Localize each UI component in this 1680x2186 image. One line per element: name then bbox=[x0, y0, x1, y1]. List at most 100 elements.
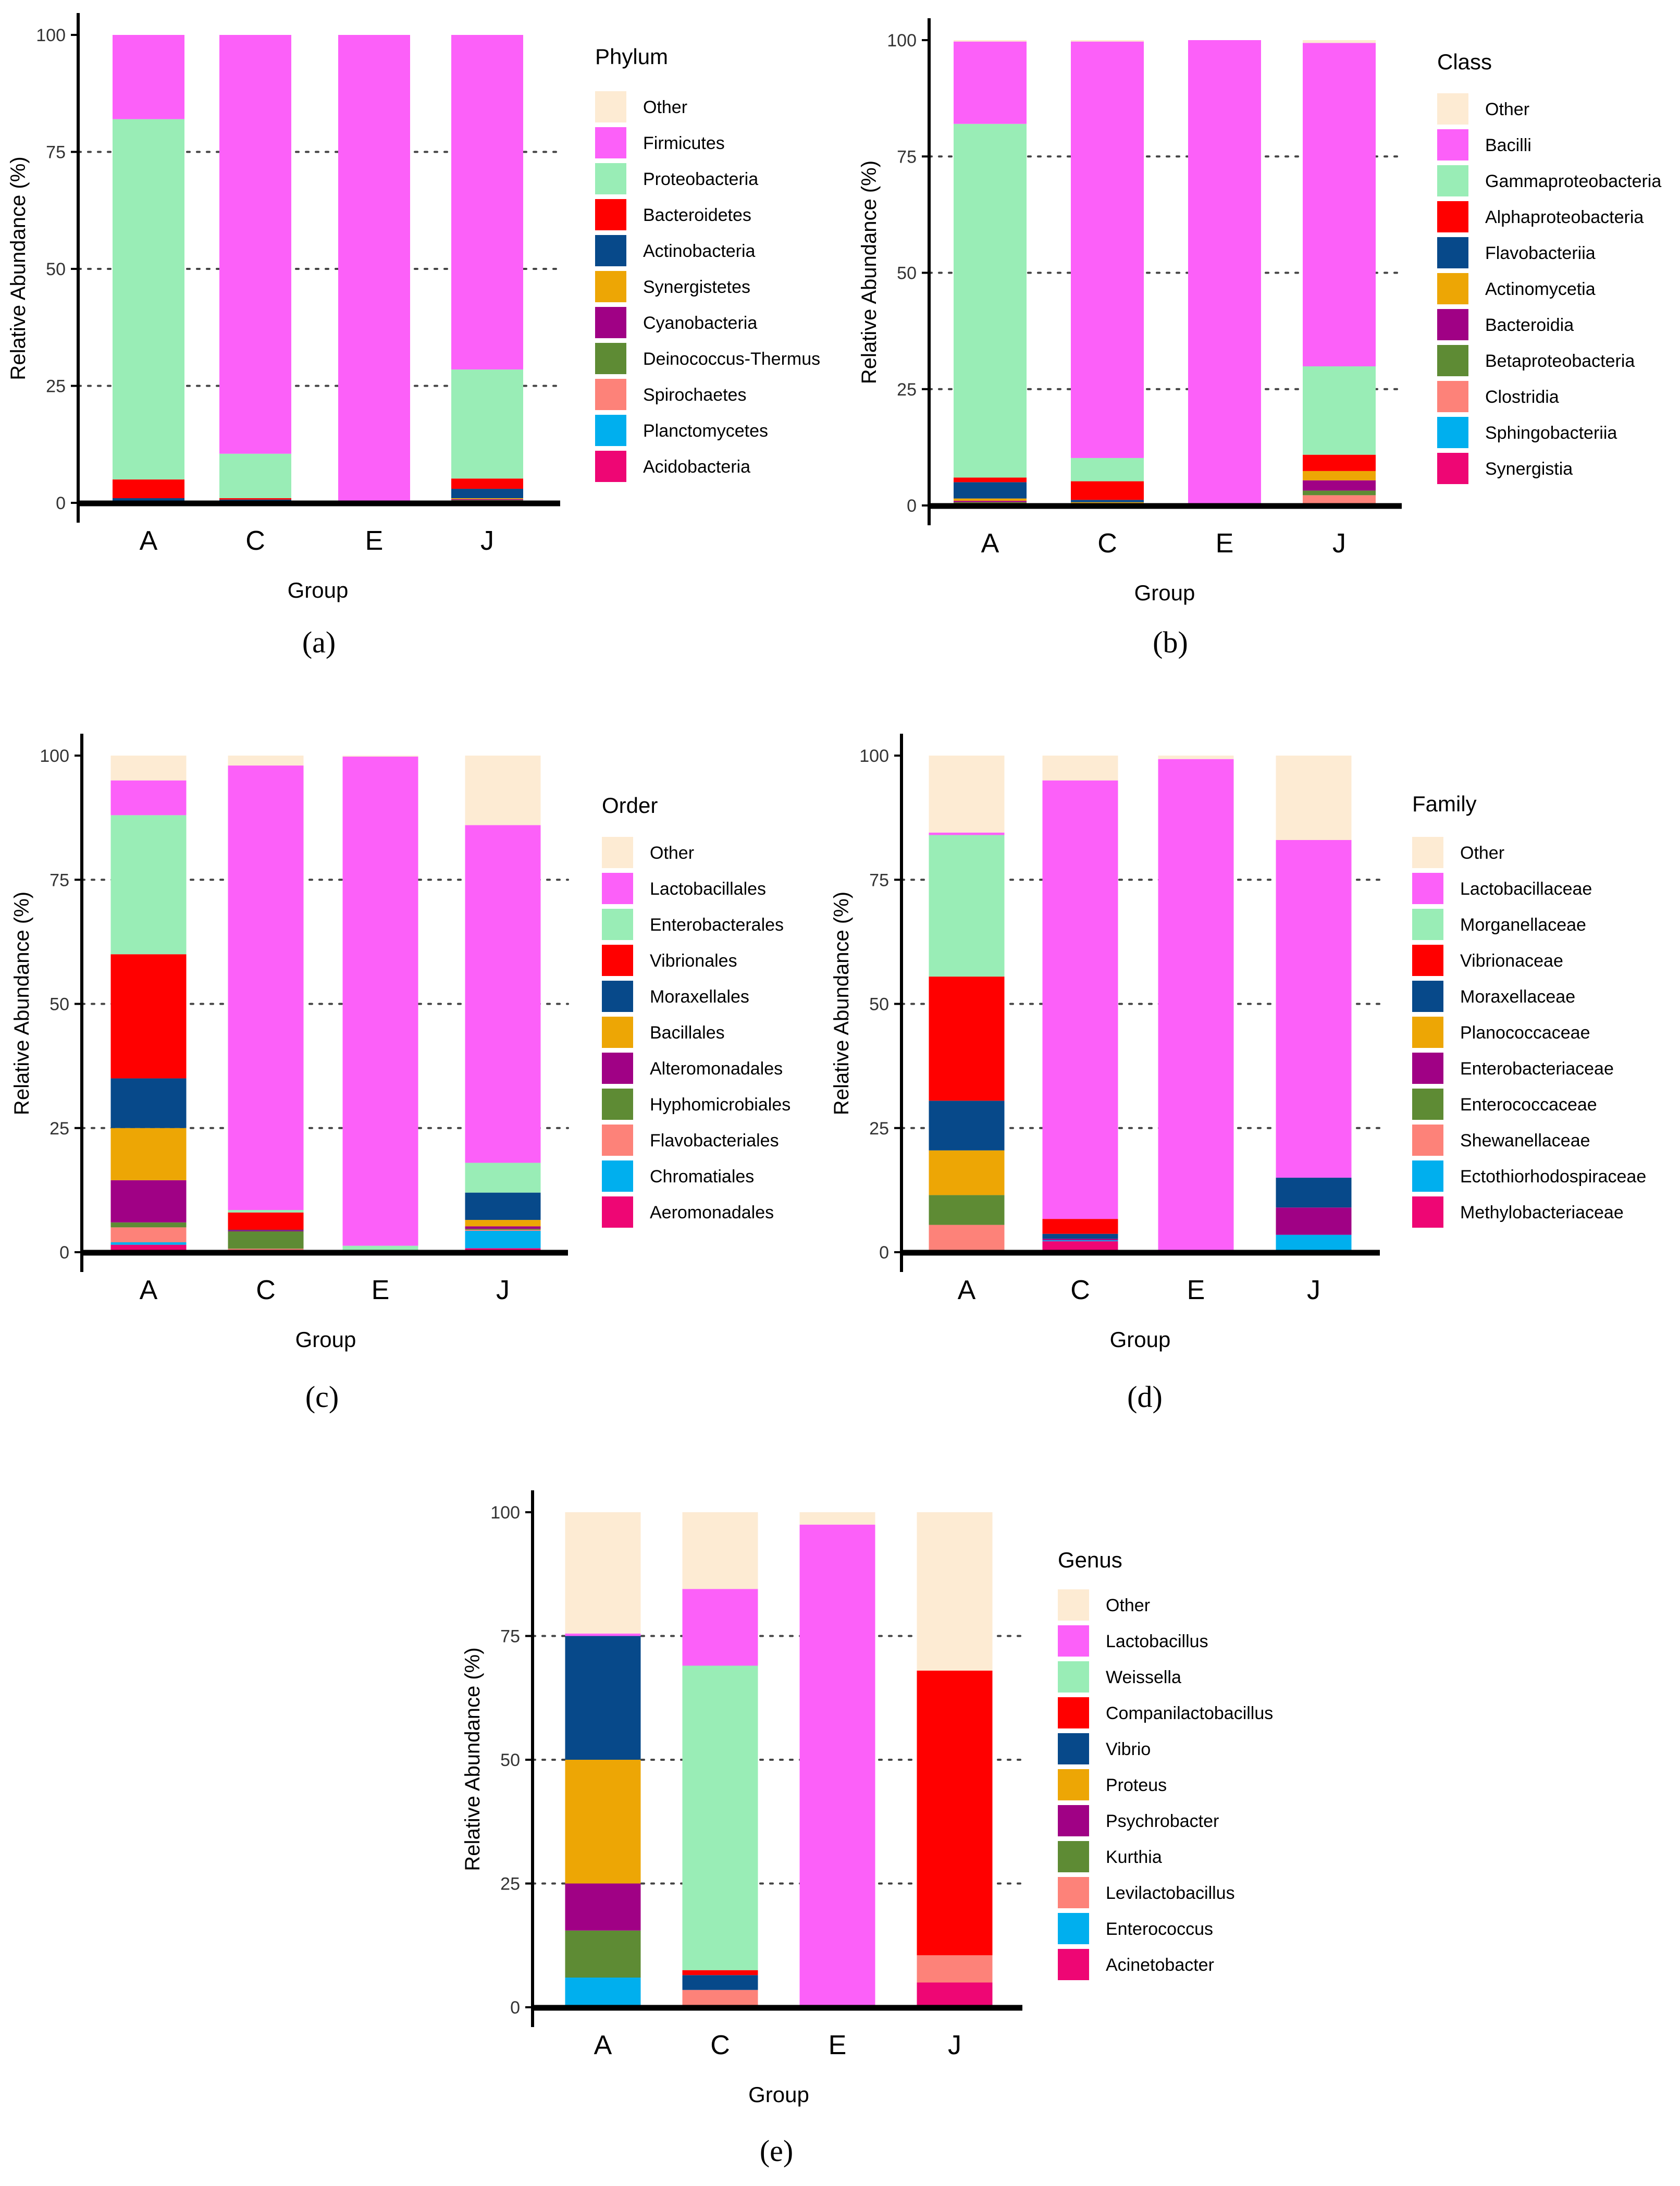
legend-label: Ectothiorhodospiraceae bbox=[1460, 1167, 1646, 1187]
legend-label: Planococcaceae bbox=[1460, 1023, 1590, 1043]
legend-label: Enterococcus bbox=[1106, 1919, 1213, 1939]
legend-label: Other bbox=[1485, 100, 1529, 119]
x-tick-label: E bbox=[1187, 1275, 1205, 1305]
legend-label: Acidobacteria bbox=[643, 457, 750, 477]
legend-swatch bbox=[1437, 93, 1468, 125]
chart-panel-3: A C E J 0 25 50 75 100 Relative Abundance (%) Grou… bbox=[10, 734, 790, 1414]
bar-segment bbox=[110, 815, 187, 955]
bar-segment bbox=[110, 780, 187, 816]
bar-segment bbox=[1303, 40, 1376, 43]
bar-segment bbox=[565, 1512, 641, 1634]
legend-label: Bacillales bbox=[650, 1023, 725, 1043]
bar-segment bbox=[219, 35, 291, 454]
legend-label: Actinomycetia bbox=[1485, 279, 1596, 299]
legend-label: Kurthia bbox=[1106, 1847, 1162, 1867]
legend-label: Flavobacteriia bbox=[1485, 243, 1596, 263]
legend-swatch bbox=[602, 1053, 633, 1084]
legend-label: Proteus bbox=[1106, 1775, 1167, 1795]
legend-swatch bbox=[602, 981, 633, 1012]
x-tick-label: A bbox=[981, 528, 999, 559]
bar-segment bbox=[451, 369, 523, 479]
legend-label: Moraxellales bbox=[650, 987, 749, 1007]
legend-label: Spirochaetes bbox=[643, 385, 746, 405]
bar-segment bbox=[917, 1982, 993, 2007]
legend-swatch bbox=[595, 415, 626, 446]
bar-segment bbox=[1042, 1219, 1118, 1234]
legend-label: Enterococcaceae bbox=[1460, 1095, 1597, 1115]
x-axis-title: Group bbox=[748, 2082, 809, 2107]
legend-swatch bbox=[1412, 837, 1443, 868]
bar-segment bbox=[929, 1195, 1005, 1225]
bar-segment bbox=[565, 1633, 641, 1636]
panel-caption: (a) bbox=[302, 625, 336, 659]
y-axis-title: Relative Abundance (%) bbox=[10, 892, 33, 1115]
bar-segment bbox=[110, 954, 187, 1079]
bar-segment bbox=[228, 756, 304, 766]
bar-segment bbox=[929, 835, 1005, 977]
chart-panel-1: A C E J 0 25 50 75 100 Relative Abundance (%) Grou… bbox=[7, 13, 820, 659]
legend-label: Other bbox=[1460, 843, 1504, 863]
legend-label: Alphaproteobacteria bbox=[1485, 207, 1644, 227]
y-tick-label: 100 bbox=[887, 31, 917, 51]
bar-segment bbox=[1158, 759, 1234, 1251]
panel-caption: (e) bbox=[760, 2134, 793, 2168]
legend-swatch bbox=[1058, 1949, 1089, 1980]
bar-segment bbox=[228, 1209, 304, 1213]
bar-segment bbox=[219, 498, 291, 500]
bar-segment bbox=[799, 1512, 875, 1525]
x-tick-label: E bbox=[365, 526, 384, 556]
legend-label: Synergistia bbox=[1485, 459, 1573, 479]
panel-caption: (b) bbox=[1153, 625, 1188, 659]
legend-label: Acinetobacter bbox=[1106, 1955, 1214, 1975]
y-tick-label: 25 bbox=[869, 1119, 889, 1139]
legend-swatch bbox=[1058, 1841, 1089, 1872]
x-tick-label: A bbox=[594, 2030, 612, 2060]
legend-swatch bbox=[1437, 309, 1468, 340]
bar-segment bbox=[929, 1150, 1005, 1195]
bar-segment bbox=[682, 1970, 758, 1975]
legend-swatch bbox=[1412, 945, 1443, 976]
bar-segment bbox=[682, 1589, 758, 1666]
legend-label: Bacteroidia bbox=[1485, 315, 1574, 335]
y-tick-label: 0 bbox=[879, 1243, 889, 1263]
bar-segment bbox=[565, 1883, 641, 1931]
legend-label: Lactobacillales bbox=[650, 879, 766, 899]
y-tick-label: 75 bbox=[50, 870, 69, 890]
legend-label: Aeromonadales bbox=[650, 1203, 774, 1222]
legend-swatch bbox=[602, 873, 633, 904]
bar-segment bbox=[1303, 495, 1376, 505]
legend-swatch bbox=[1437, 345, 1468, 376]
y-tick-label: 25 bbox=[500, 1874, 520, 1894]
legend-label: Hyphomicrobiales bbox=[650, 1095, 790, 1115]
bar-segment bbox=[929, 832, 1005, 835]
legend-swatch bbox=[1437, 237, 1468, 268]
legend-swatch bbox=[602, 909, 633, 940]
bar-segment bbox=[451, 478, 523, 489]
legend-label: Vibrionaceae bbox=[1460, 951, 1563, 971]
bar-segment bbox=[917, 1671, 993, 1956]
chart-panel-5: A C E J 0 25 50 75 100 Relative Abundance (%) Grou… bbox=[461, 1490, 1273, 2168]
legend-label: Actinobacteria bbox=[643, 241, 756, 261]
legend-swatch bbox=[1412, 909, 1443, 940]
x-tick-label: J bbox=[1307, 1275, 1320, 1305]
y-tick-label: 100 bbox=[36, 26, 66, 45]
bar-segment bbox=[465, 825, 541, 1163]
bar-segment bbox=[1042, 1240, 1118, 1242]
bar-segment bbox=[682, 1665, 758, 1970]
legend-swatch bbox=[602, 1196, 633, 1228]
legend-swatch bbox=[1058, 1625, 1089, 1657]
legend-label: Companilactobacillus bbox=[1106, 1703, 1273, 1723]
legend-title: Genus bbox=[1058, 1548, 1122, 1572]
bar-segment bbox=[1276, 1207, 1352, 1235]
bar-segment bbox=[338, 35, 410, 501]
legend-swatch bbox=[1058, 1697, 1089, 1728]
x-tick-label: C bbox=[710, 2030, 730, 2060]
x-axis-title: Group bbox=[295, 1327, 356, 1352]
x-tick-label: E bbox=[1216, 528, 1234, 559]
legend-label: Alteromonadales bbox=[650, 1059, 783, 1079]
legend-swatch bbox=[595, 91, 626, 122]
bar-segment bbox=[917, 1512, 993, 1671]
x-tick-label: C bbox=[256, 1275, 276, 1305]
legend-label: Bacteroidetes bbox=[643, 205, 751, 225]
legend-swatch bbox=[602, 945, 633, 976]
